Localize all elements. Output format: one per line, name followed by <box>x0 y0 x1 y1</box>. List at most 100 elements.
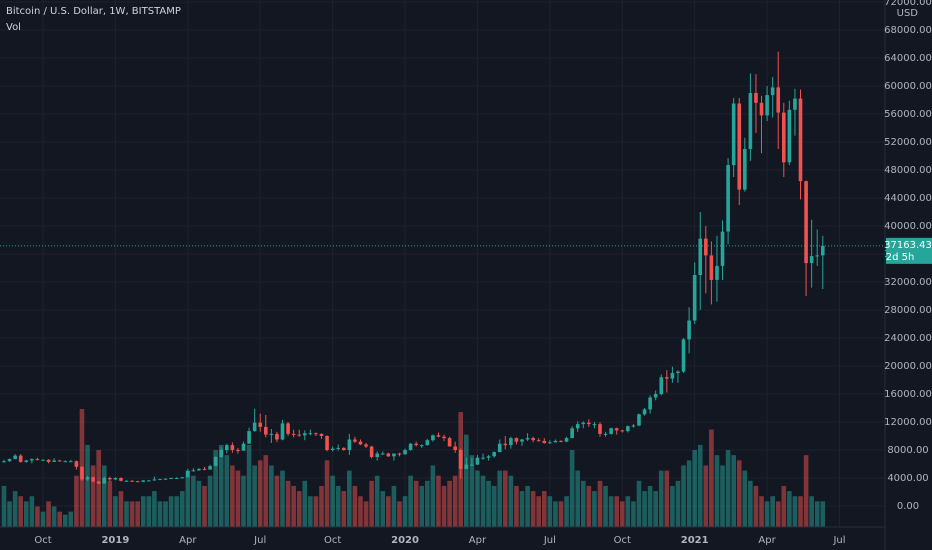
volume-bar <box>118 491 124 527</box>
volume-bar <box>714 455 720 527</box>
x-tick-label: Oct <box>324 535 341 546</box>
grid <box>0 0 885 527</box>
volume-bar <box>592 491 597 527</box>
candle-body <box>403 450 407 455</box>
candle-body <box>247 431 251 444</box>
candle-body <box>230 445 235 451</box>
volume-bar <box>625 496 631 527</box>
candle-body <box>258 422 263 427</box>
volume-bar <box>547 496 553 527</box>
volume-bar <box>230 465 235 527</box>
volume-bar <box>441 485 447 527</box>
volume-bar <box>558 501 564 527</box>
volume-bar <box>742 470 748 527</box>
volume-bar <box>692 450 697 527</box>
candle-body <box>509 438 513 446</box>
x-tick-label: 2020 <box>391 535 419 546</box>
volume-bar <box>263 455 269 527</box>
candle-body <box>18 455 23 462</box>
candle-body <box>587 422 591 425</box>
y-tick-label: 52000.00 <box>884 137 932 148</box>
volume-bar <box>280 470 285 527</box>
volume-bar <box>536 496 542 527</box>
candle-body <box>637 414 641 426</box>
volume-bar <box>503 470 508 527</box>
candle-body <box>52 460 56 462</box>
volume-bar <box>809 496 814 527</box>
volume-bar <box>40 511 46 527</box>
volume-bar <box>224 455 230 527</box>
volume-bar <box>586 485 592 527</box>
candle-body <box>715 265 719 280</box>
x-tick-label: 2021 <box>681 535 709 546</box>
volume-bar <box>202 485 207 527</box>
y-tick-label: 12000.00 <box>884 417 932 428</box>
y-tick-label: 32000.00 <box>884 277 932 288</box>
candle-body <box>548 442 552 444</box>
chart-title: Bitcoin / U.S. Dollar, 1W, BITSTAMP <box>6 6 181 17</box>
candle-body <box>809 256 814 264</box>
candle-body <box>341 447 346 451</box>
candle-body <box>213 457 218 467</box>
y-tick-label: 64000.00 <box>884 53 932 64</box>
volume-bar <box>798 496 803 527</box>
candle-body <box>280 423 285 440</box>
candle-body <box>709 255 714 280</box>
volume-bar <box>564 496 569 527</box>
volume-bar <box>753 485 759 527</box>
candle-body <box>124 480 129 482</box>
candle-body <box>392 453 396 457</box>
volume-bar <box>23 501 29 527</box>
volume-bar <box>541 491 547 527</box>
candle-body <box>743 149 747 190</box>
volume-bar <box>430 465 436 527</box>
volume-bar <box>631 501 636 527</box>
candle-body <box>314 433 318 435</box>
volume-bar <box>759 496 764 527</box>
volume-bar <box>597 480 603 527</box>
candle-body <box>425 440 430 446</box>
candle-body <box>330 448 335 451</box>
volume-bar <box>775 501 781 527</box>
volume-bar <box>246 444 252 527</box>
x-tick-label: Jul <box>253 535 266 546</box>
candle-body <box>202 468 207 470</box>
volume-bar <box>135 501 140 527</box>
volume-bar <box>140 496 146 527</box>
volume-bar <box>335 485 341 527</box>
candle-body <box>397 453 402 455</box>
volume-bar <box>391 485 397 527</box>
candle-body <box>659 377 664 395</box>
volume-bar <box>814 501 820 527</box>
candle-body <box>782 112 786 163</box>
candle-body <box>408 443 413 451</box>
candle-body <box>464 464 469 469</box>
volume-bar <box>235 470 241 527</box>
candle-body <box>475 457 480 465</box>
volume-bar <box>792 496 798 527</box>
candle-body <box>631 425 636 427</box>
candle-body <box>24 460 29 462</box>
candle-body <box>820 245 825 256</box>
y-tick-label: 56000.00 <box>884 109 932 120</box>
volume-bar <box>241 475 246 527</box>
candle-body <box>291 433 296 435</box>
candle-body <box>358 441 363 445</box>
volume-bar <box>464 434 469 527</box>
volume-bar <box>85 444 90 527</box>
candle-body <box>603 433 608 435</box>
candle-body <box>41 459 45 461</box>
currency-bg <box>896 6 922 20</box>
y-tick-label: 20000.00 <box>884 361 932 372</box>
candle-body <box>158 479 162 481</box>
candle-body <box>698 238 703 276</box>
volume-bar <box>363 501 369 527</box>
volume-bar <box>96 450 101 527</box>
candle-body <box>57 460 62 462</box>
candle-body <box>225 445 229 451</box>
volume-bar <box>74 475 79 527</box>
volume-bar <box>697 444 703 527</box>
volume-bar <box>57 511 62 527</box>
volume-bar <box>308 496 313 527</box>
candle-body <box>525 438 530 440</box>
